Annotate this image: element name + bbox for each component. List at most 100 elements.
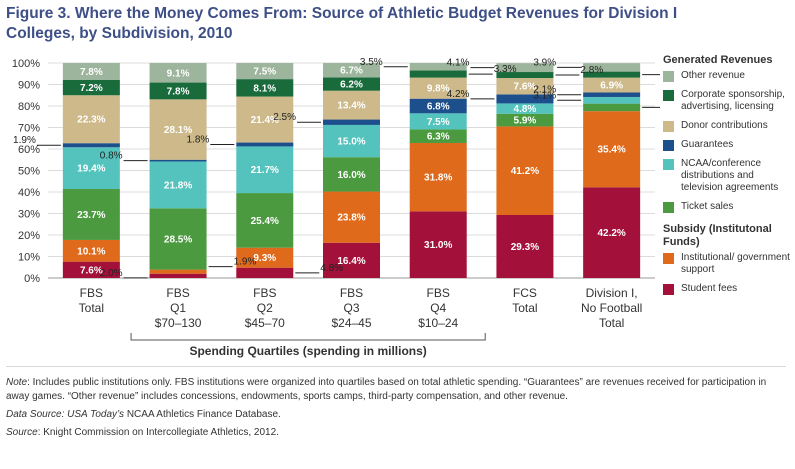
y-tick-label: 70% [18, 123, 40, 135]
bar-segment [583, 187, 641, 278]
x-tick-label: $70–130 [155, 316, 202, 330]
x-tick-label: Division I, [586, 286, 638, 300]
data-label: 25.4% [251, 216, 279, 227]
data-label: 31.0% [424, 240, 452, 251]
bar-segment [149, 63, 207, 83]
data-label: 7.5% [427, 117, 450, 128]
data-label: 13.4% [337, 101, 365, 112]
x-tick-label: $45–70 [245, 316, 285, 330]
legend-label: Corporate sponsorship, advertising, lice… [681, 89, 785, 112]
data-label: 1.8% [186, 134, 209, 145]
data-labels: 7.6% 10.1% 23.7% 19.4% 1.9% 22.3% 7.2% 7.8% 2.0%… [13, 57, 660, 279]
data-label: 7.6% [80, 265, 103, 276]
x-tick-label: FBS [427, 286, 450, 300]
bar-segment [62, 63, 120, 80]
data-label: 28.5% [164, 234, 192, 245]
bar-segment [236, 79, 294, 97]
bar-segment [323, 191, 380, 243]
x-tick-label: FBS [340, 286, 363, 300]
x-tick-label: Total [79, 301, 104, 315]
bar-segment [409, 142, 467, 212]
data-label: 21.4% [251, 115, 279, 126]
bar-segment [409, 77, 467, 99]
y-tick-label: 20% [18, 230, 40, 242]
bar-segment [236, 146, 294, 194]
legend-generated-item: Other revenue [663, 70, 793, 82]
data-label: 7.8% [167, 86, 190, 97]
x-axis: FBSTotalFBSQ1$70–130FBSQ2$45–70FBSQ3$24–… [79, 286, 643, 358]
x-tick-label: No Football [581, 301, 642, 315]
legend-swatch [663, 284, 674, 295]
data-label: 6.7% [340, 66, 363, 77]
bar-segment [62, 143, 120, 148]
legend-subsidy-item: Institutional/ government support [663, 252, 793, 276]
bar-segment [236, 142, 294, 147]
bar-segment [323, 157, 380, 192]
x-tick-label: Q1 [170, 301, 186, 315]
y-tick-label: 30% [18, 209, 40, 221]
y-axis: 0% 10% 20% 30% 40% 50% 60% 70% 80% 90% 100% [12, 58, 40, 285]
bar-segment [62, 147, 120, 189]
data-label: 31.8% [424, 173, 452, 184]
bar-segment [583, 92, 641, 97]
legend-swatch [663, 159, 674, 170]
data-label: 15.0% [337, 137, 365, 148]
data-label: 1.9% [234, 257, 257, 268]
x-tick-label: Total [512, 301, 537, 315]
x-tick-label: $10–24 [418, 316, 458, 330]
y-tick-label: 50% [18, 166, 40, 178]
data-label: 41.2% [511, 166, 539, 177]
data-label: 2.8% [580, 65, 603, 76]
data-label: 3.9% [533, 57, 556, 68]
data-label: 4.8% [320, 263, 343, 274]
bar-segment [496, 113, 554, 127]
bar-segment [236, 193, 294, 248]
bar-segment [149, 269, 207, 274]
chart-title: Figure 3. Where the Money Comes From: So… [6, 5, 678, 42]
data-label: 5.9% [514, 116, 537, 127]
legend-generated-item: Guarantees [663, 139, 793, 151]
legend-generated-item: NCAA/conference distributions and televi… [663, 158, 793, 194]
data-label: 16.4% [337, 256, 365, 267]
data-label: 7.2% [80, 83, 103, 94]
data-label: 6.9% [600, 81, 623, 92]
legend-swatch [663, 71, 674, 82]
quartile-bracket [130, 333, 486, 341]
note: Note: Includes public institutions only.… [6, 377, 767, 402]
data-label: 4.1% [447, 58, 470, 69]
bar-segment [236, 267, 294, 278]
legend-swatch [663, 90, 674, 101]
stacked-bar-chart: 0% 10% 20% 30% 40% 50% 60% 70% 80% 90% 100% 7.6% 10… [12, 57, 660, 358]
bar-segment [323, 77, 380, 91]
bar-segment [409, 113, 467, 130]
bar-segment [62, 95, 120, 144]
bar-segment [149, 159, 207, 162]
legend-generated-item: Donor contributions [663, 120, 793, 132]
y-tick-label: 10% [18, 252, 40, 264]
y-tick-label: 90% [18, 80, 40, 92]
legend-swatch [663, 253, 674, 264]
legend-label: Student fees [681, 283, 738, 294]
data-label: 35.4% [597, 145, 625, 156]
bar-segment [409, 70, 467, 78]
x-tick-label: $24–45 [331, 316, 371, 330]
bar-segment [409, 98, 467, 114]
data-label: 3.1% [533, 90, 556, 101]
legend-swatch [663, 202, 674, 213]
legend-label: Ticket sales [681, 201, 734, 212]
data-label: 42.2% [597, 228, 625, 239]
legend-generated-item: Ticket sales [663, 201, 793, 213]
data-label: 9.3% [253, 253, 276, 264]
legend-swatch [663, 121, 674, 132]
x-tick-label: Total [599, 316, 624, 330]
data-source: Data Source: USA Today’s NCAA Athletics … [6, 409, 281, 420]
data-label: 1.9% [13, 135, 36, 146]
legend-label: NCAA/conference distributions and televi… [681, 158, 779, 193]
bar-segment [62, 239, 120, 262]
bar-segment [236, 63, 294, 80]
data-label: 16.0% [337, 170, 365, 181]
legend-swatch [663, 140, 674, 151]
y-tick-label: 0% [24, 273, 40, 285]
bar-segment [583, 77, 641, 93]
x-tick-label: Q4 [430, 301, 446, 315]
